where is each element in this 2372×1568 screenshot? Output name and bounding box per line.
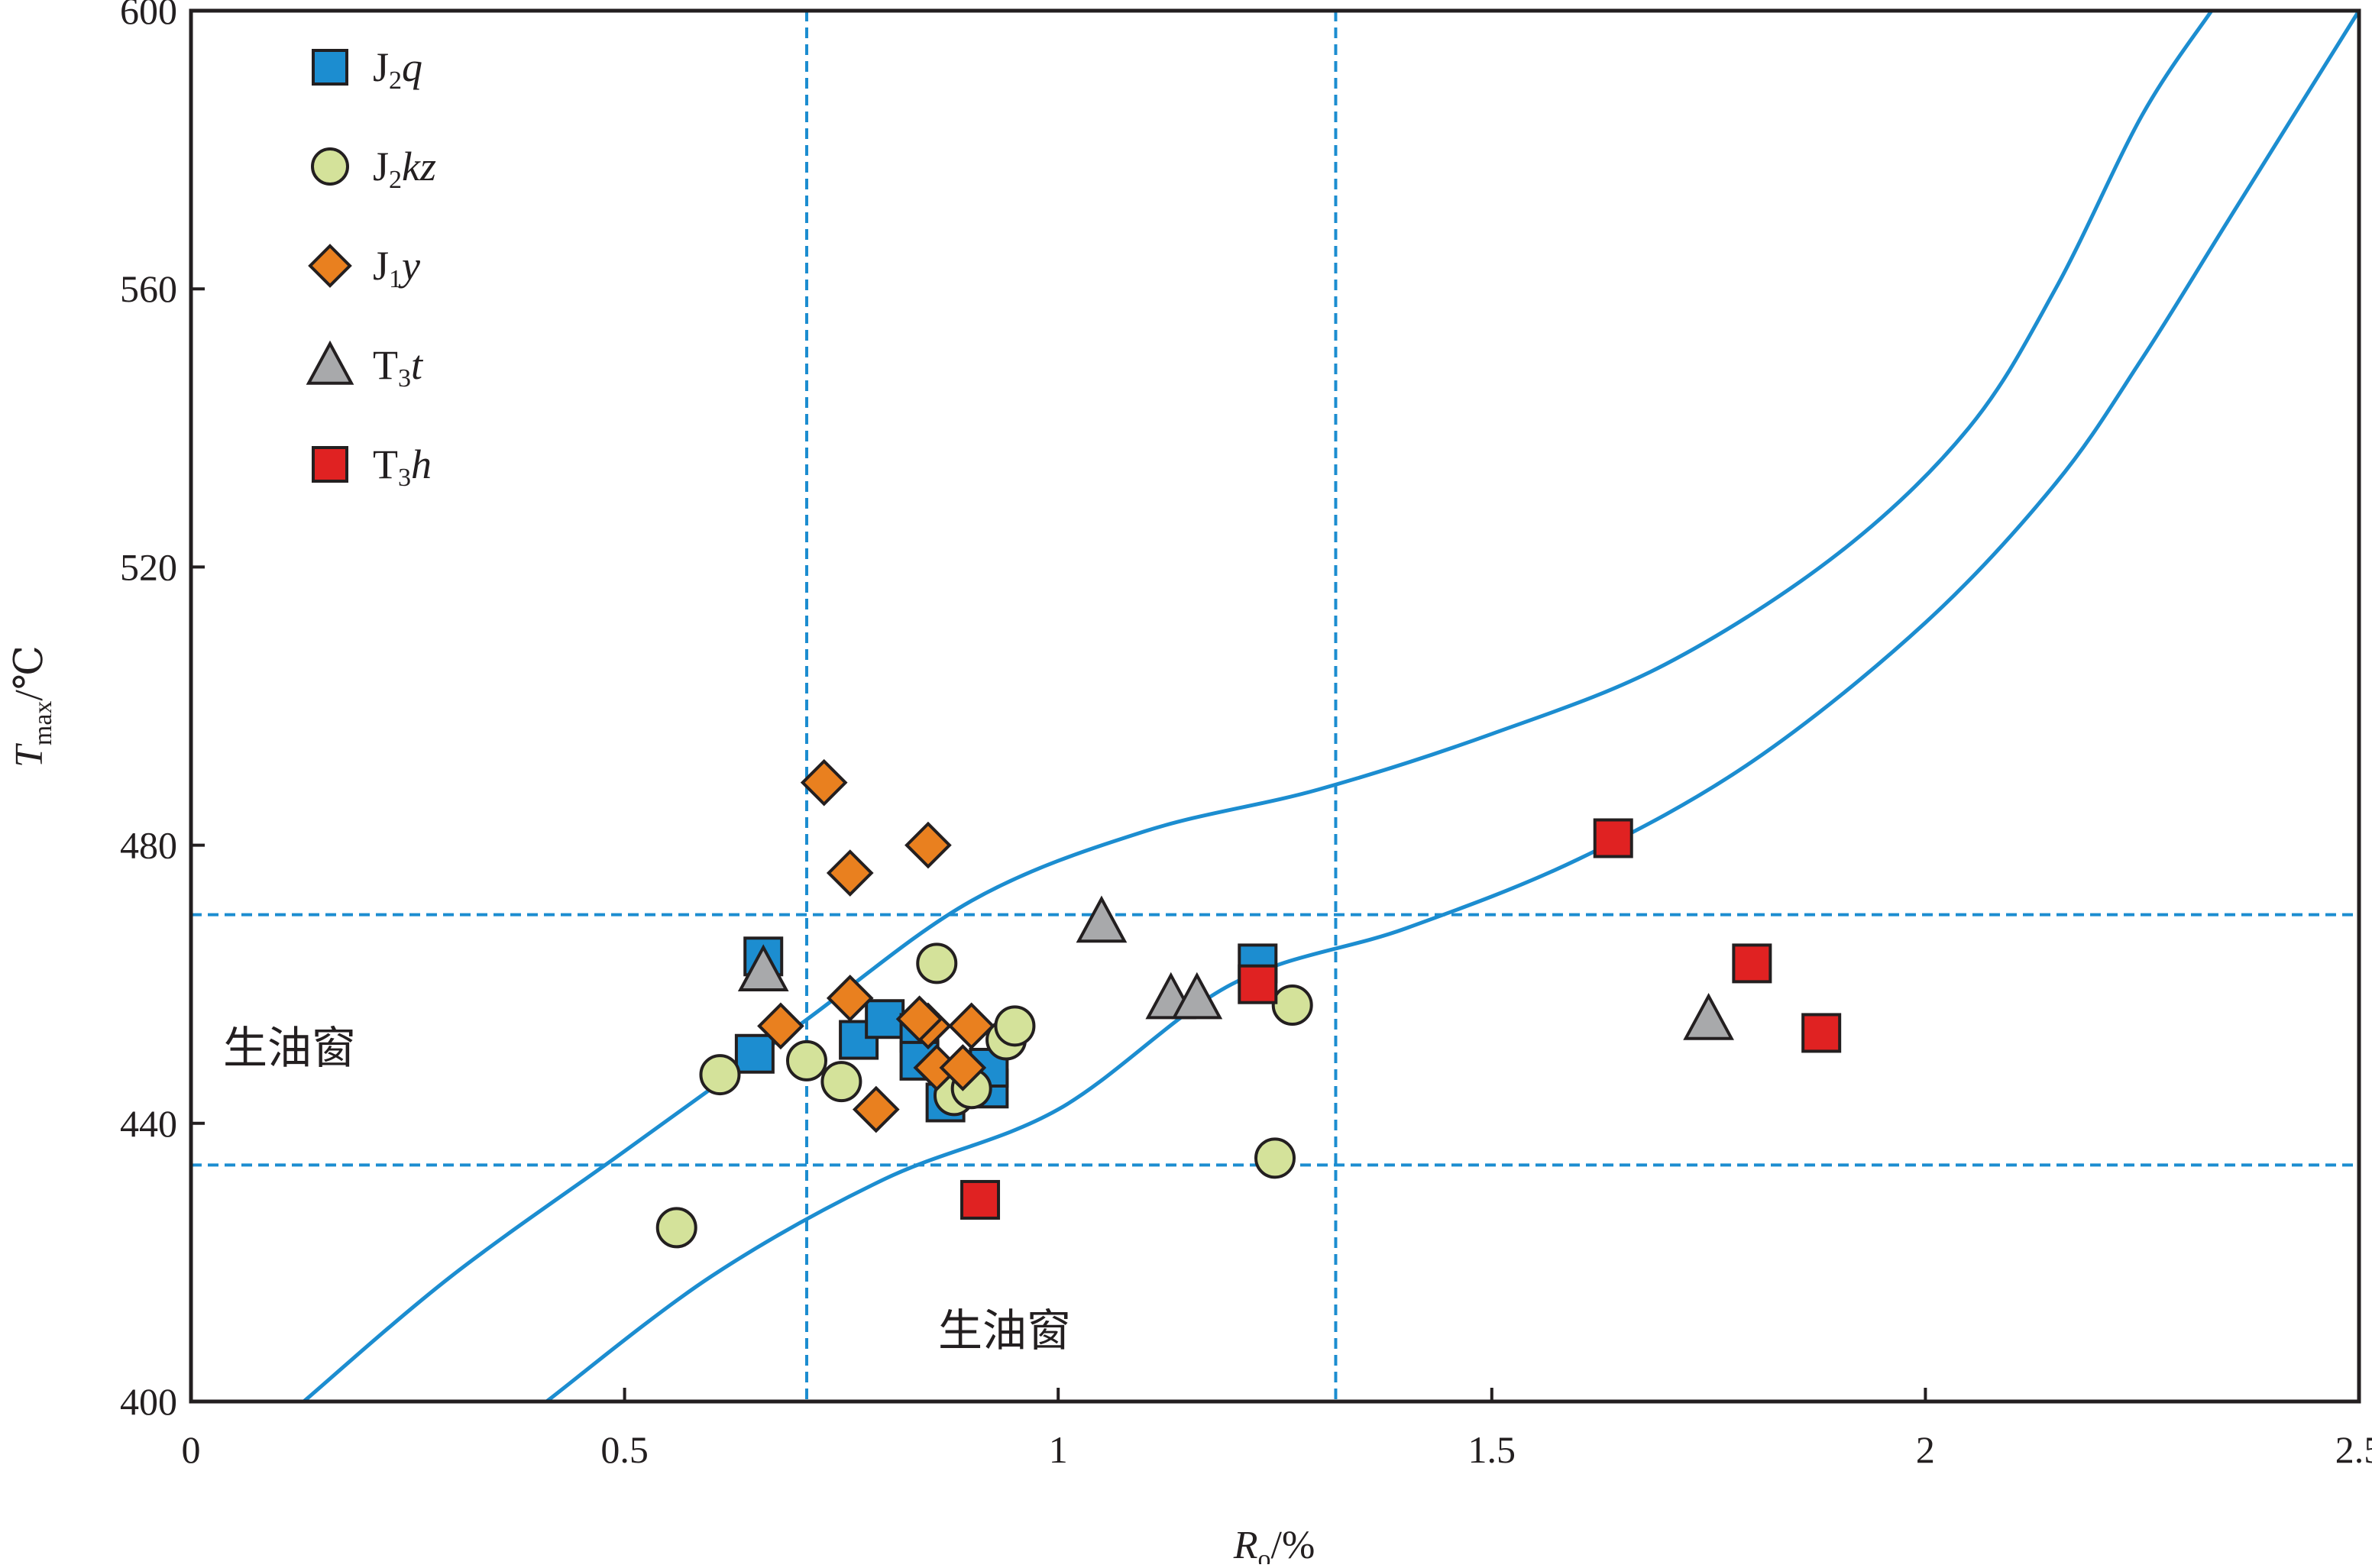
legend-label-j1y: J1y bbox=[373, 243, 420, 293]
y-tick-label: 600 bbox=[120, 0, 177, 32]
data-point-j1y bbox=[800, 758, 848, 807]
legend-label-t3h: T3h bbox=[373, 441, 432, 492]
oil-window-label-bottom: 生油窗 bbox=[938, 1305, 1071, 1356]
x-tick-label: 2 bbox=[1916, 1428, 1935, 1471]
boundary-curve bbox=[545, 9, 2361, 1403]
x-tick-label: 0.5 bbox=[600, 1428, 649, 1471]
data-point-j1y bbox=[939, 1044, 987, 1091]
data-point-t3h bbox=[1238, 964, 1278, 1004]
data-point-t3t bbox=[1683, 993, 1734, 1040]
x-tick-label: 1.5 bbox=[1468, 1428, 1516, 1471]
data-point-t3h bbox=[1593, 818, 1633, 858]
y-tick-label: 520 bbox=[120, 545, 177, 588]
y-tick-label: 560 bbox=[120, 267, 177, 310]
data-point-j2kz bbox=[820, 1061, 862, 1103]
legend-marker-j1y bbox=[308, 244, 352, 288]
legend-label-t3t: T3t bbox=[373, 342, 424, 393]
data-point-j1y bbox=[904, 821, 952, 869]
y-tick-label: 440 bbox=[120, 1102, 177, 1145]
data-point-j2kz bbox=[785, 1039, 827, 1081]
data-point-j1y bbox=[826, 975, 874, 1022]
data-point-j1y bbox=[852, 1085, 900, 1133]
legend-marker-j2kz bbox=[311, 147, 349, 186]
data-point-j2q bbox=[865, 999, 905, 1039]
data-point-j1y bbox=[826, 849, 874, 897]
x-tick-label: 0 bbox=[182, 1428, 201, 1471]
data-point-j1y bbox=[895, 995, 943, 1043]
x-tick-label: 2.5 bbox=[2335, 1428, 2372, 1471]
data-point-j2kz bbox=[1271, 984, 1313, 1026]
legend-marker-j2q bbox=[312, 49, 348, 86]
data-point-t3h bbox=[960, 1179, 1001, 1220]
data-point-t3t bbox=[737, 944, 789, 991]
legend-label-j2q: J2q bbox=[373, 44, 422, 95]
data-point-j2kz bbox=[916, 942, 958, 984]
data-point-j1y bbox=[947, 1002, 995, 1050]
legend-marker-t3t bbox=[306, 340, 354, 385]
boundary-curve bbox=[302, 9, 2214, 1403]
data-point-j2kz bbox=[655, 1207, 697, 1249]
data-point-t3h bbox=[1732, 943, 1772, 984]
x-axis-label: Ro/% bbox=[1233, 1524, 1315, 1564]
oil-window-label-left: 生油窗 bbox=[223, 1022, 356, 1074]
data-point-t3t bbox=[1076, 895, 1128, 943]
data-point-j2q bbox=[734, 1033, 775, 1074]
y-tick-label: 400 bbox=[120, 1380, 177, 1423]
y-axis-label: Tmax/℃ bbox=[8, 645, 57, 768]
data-point-t3h bbox=[1801, 1013, 1842, 1053]
plot-frame bbox=[189, 8, 2361, 1404]
data-point-t3t bbox=[1171, 972, 1223, 1020]
y-tick-label: 480 bbox=[120, 824, 177, 867]
legend-marker-t3h bbox=[312, 446, 348, 483]
data-point-j2kz bbox=[699, 1054, 741, 1096]
data-point-j1y bbox=[757, 1002, 804, 1050]
data-point-j2kz bbox=[1254, 1137, 1296, 1179]
legend-label-j2kz: J2kz bbox=[373, 144, 436, 194]
x-tick-label: 1 bbox=[1049, 1428, 1068, 1471]
data-point-j2kz bbox=[994, 1005, 1036, 1047]
